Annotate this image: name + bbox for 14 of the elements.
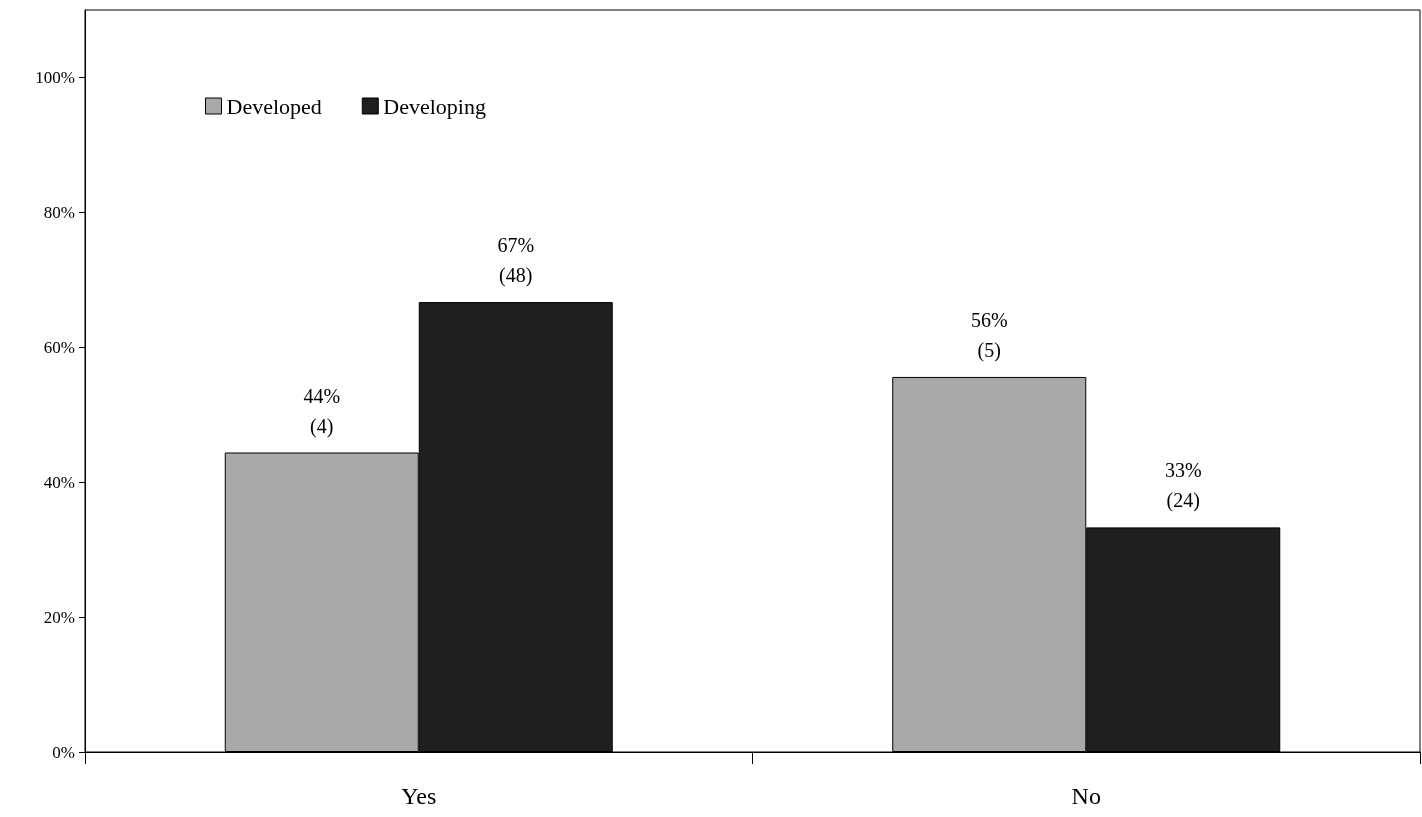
data-label: 33% (24) <box>1164 459 1202 513</box>
y-tick-label: 60% <box>43 337 75 357</box>
legend-label: Developed <box>226 93 322 119</box>
data-label: 44% (4) <box>303 384 341 438</box>
legend-label: Developing <box>383 93 486 119</box>
data-label: 56% (5) <box>970 308 1008 362</box>
y-tick-label: 80% <box>43 202 75 222</box>
y-tick-label: 40% <box>43 472 75 492</box>
x-tick-label: Yes <box>401 783 437 809</box>
data-label: 67% (48) <box>497 234 535 288</box>
y-tick-label: 100% <box>35 67 75 87</box>
x-tick-label: No <box>1071 783 1101 809</box>
y-tick-label: 20% <box>43 607 75 627</box>
y-tick-label: 0% <box>52 742 75 762</box>
